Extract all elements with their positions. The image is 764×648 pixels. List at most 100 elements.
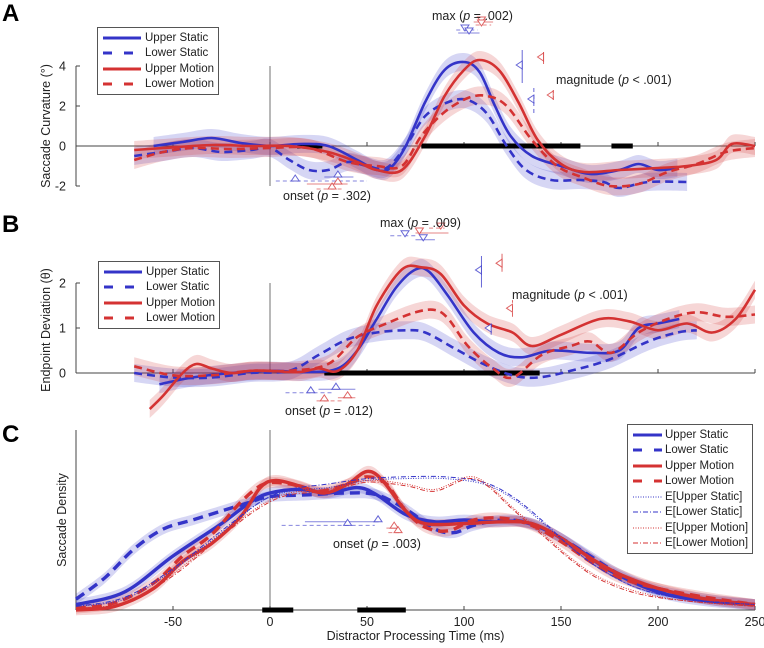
legend-item: Upper Static bbox=[631, 427, 748, 443]
legend-label: Lower Static bbox=[665, 444, 729, 457]
x-tick-label: 100 bbox=[454, 615, 475, 629]
triangle-down-marker bbox=[464, 27, 474, 35]
annotation-text: = .002) bbox=[470, 9, 513, 23]
triangle-left-marker bbox=[526, 94, 535, 104]
legend-label: Upper Static bbox=[665, 428, 729, 441]
legend-swatch bbox=[103, 67, 141, 71]
series-line-lower-static bbox=[74, 491, 756, 607]
triangle-left-marker bbox=[484, 323, 492, 333]
triangle-up-marker bbox=[342, 518, 353, 526]
annotation-text: = .009) bbox=[418, 216, 461, 230]
triangle-up-marker bbox=[393, 525, 403, 534]
panel-label-c: C bbox=[2, 421, 20, 448]
triangle-up-marker bbox=[342, 390, 353, 399]
x-tick-label: -50 bbox=[164, 615, 182, 629]
onset-annotation: onset (p = .003) bbox=[333, 537, 421, 551]
legend-label: Lower Static bbox=[146, 281, 210, 294]
legend-swatch bbox=[103, 51, 141, 55]
onset-markers bbox=[285, 382, 356, 402]
legend-item: Lower Static bbox=[631, 443, 748, 459]
legend-label: E[Lower Motion] bbox=[665, 537, 749, 550]
onset-annotation: onset (p = .012) bbox=[285, 404, 373, 418]
annotation-text: magnitude ( bbox=[512, 288, 579, 302]
series-line-upper-motion bbox=[134, 58, 756, 175]
legend-label: Upper Motion bbox=[145, 62, 215, 75]
legend-item: Lower Static bbox=[102, 280, 215, 296]
legend-label: Lower Static bbox=[145, 47, 209, 60]
magnitude-annotation: magnitude (p < .001) bbox=[556, 73, 672, 87]
y-axis-label: Saccade Curvature (°) bbox=[39, 64, 53, 188]
legend-swatch bbox=[103, 36, 141, 40]
triangle-left-marker bbox=[505, 303, 513, 314]
max-markers bbox=[456, 16, 494, 35]
annotation-p-symbol: p bbox=[410, 216, 418, 230]
x-tick-label: 150 bbox=[551, 615, 572, 629]
magnitude-annotation: magnitude (p < .001) bbox=[512, 288, 628, 302]
max-annotation: max (p = .009) bbox=[380, 216, 461, 230]
legend-swatch bbox=[633, 496, 662, 498]
legend-swatch bbox=[104, 301, 142, 305]
x-tick-label: 250 bbox=[745, 615, 764, 629]
annotation-p-symbol: p bbox=[577, 288, 585, 302]
legend-swatch bbox=[633, 448, 662, 452]
triangle-down-marker bbox=[414, 227, 425, 235]
y-tick-label: 2 bbox=[59, 277, 66, 291]
annotation-text: max ( bbox=[380, 216, 412, 230]
series-line-lower-static bbox=[134, 328, 697, 380]
series-line-e-lower-static bbox=[75, 475, 756, 607]
ci-band-upper-motion bbox=[76, 465, 755, 616]
panel-label-a: A bbox=[2, 0, 20, 27]
legend-swatch bbox=[633, 433, 662, 437]
triangle-left-marker bbox=[495, 258, 503, 269]
y-axis-label: Endpoint Deviation (θ) bbox=[39, 268, 53, 392]
legend-label: E[Lower Static] bbox=[665, 506, 743, 519]
onset-annotation: onset (p = .302) bbox=[283, 189, 371, 203]
legend-panel-a: Upper Static Lower Static Upper Motion Lowe… bbox=[97, 27, 220, 95]
legend-swatch bbox=[633, 464, 662, 468]
legend-item: Lower Motion bbox=[631, 474, 748, 490]
series-line-e-upper-motion bbox=[75, 476, 756, 609]
triangle-left-marker bbox=[536, 52, 545, 62]
y-tick-label: 2 bbox=[59, 100, 66, 114]
triangle-up-marker bbox=[290, 174, 301, 182]
triangle-down-marker bbox=[435, 222, 446, 231]
ci-band-lower-motion bbox=[134, 300, 755, 388]
annotation-text: magnitude ( bbox=[556, 73, 623, 87]
x-tick-label: 200 bbox=[648, 615, 669, 629]
ci-band-upper-static bbox=[153, 52, 678, 184]
legend-panel-b: Upper Static Lower Static Upper Motion Lowe… bbox=[98, 261, 221, 329]
series-line-e-upper-static bbox=[75, 477, 756, 607]
legend-label: Lower Motion bbox=[146, 312, 216, 325]
triangle-up-marker bbox=[327, 182, 338, 190]
triangle-up-marker bbox=[389, 521, 400, 529]
triangle-left-marker bbox=[515, 60, 523, 70]
magnitude-markers bbox=[515, 50, 554, 113]
triangle-left-marker bbox=[474, 265, 482, 275]
legend-swatch bbox=[633, 479, 662, 483]
series-line-upper-motion bbox=[148, 264, 757, 410]
triangle-up-marker bbox=[331, 382, 341, 390]
legend-item: Lower Motion bbox=[102, 311, 215, 327]
series-line-lower-motion bbox=[75, 475, 756, 610]
triangle-down-marker bbox=[418, 234, 429, 242]
ci-band-lower-static bbox=[134, 90, 688, 197]
triangle-down-marker bbox=[400, 230, 410, 238]
y-tick-label: -2 bbox=[55, 180, 66, 194]
annotation-p-symbol: p bbox=[322, 404, 330, 418]
annotation-text: = .012) bbox=[330, 404, 373, 418]
annotation-text: < .001) bbox=[629, 73, 672, 87]
annotation-text: onset ( bbox=[333, 537, 372, 551]
legend-label: Upper Static bbox=[145, 31, 209, 44]
legend-item: Upper Static bbox=[101, 30, 214, 46]
annotation-text: = .003) bbox=[378, 537, 421, 551]
max-markers bbox=[390, 222, 449, 242]
triangle-down-marker bbox=[476, 19, 487, 27]
legend-item: Lower Motion bbox=[101, 77, 214, 93]
triangle-left-marker bbox=[546, 90, 554, 100]
annotation-p-symbol: p bbox=[320, 189, 328, 203]
legend-item: Upper Motion bbox=[101, 61, 214, 77]
x-tick-label: 50 bbox=[360, 615, 374, 629]
legend-swatch bbox=[104, 285, 142, 289]
series-line-lower-motion bbox=[133, 308, 756, 380]
